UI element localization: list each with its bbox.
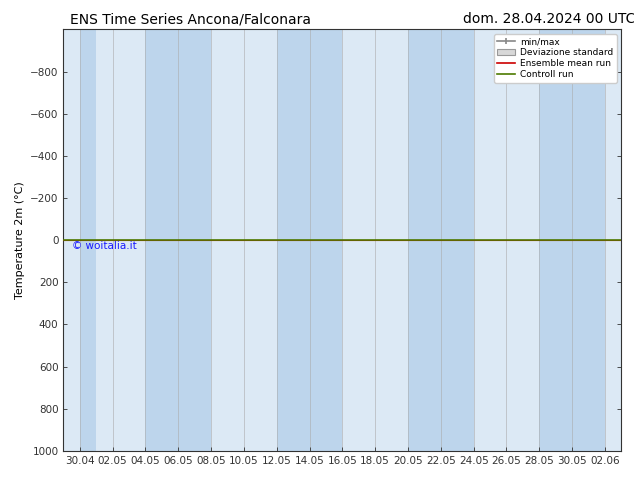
Bar [145, 29, 211, 451]
Bar [540, 29, 605, 451]
Bar [408, 29, 474, 451]
Text: © woitalia.it: © woitalia.it [72, 242, 136, 251]
Legend: min/max, Deviazione standard, Ensemble mean run, Controll run: min/max, Deviazione standard, Ensemble m… [494, 34, 617, 82]
Y-axis label: Temperature 2m (°C): Temperature 2m (°C) [15, 181, 25, 299]
Text: ENS Time Series Ancona/Falconara: ENS Time Series Ancona/Falconara [70, 12, 311, 26]
Bar [276, 29, 342, 451]
Bar [80, 29, 96, 451]
Text: dom. 28.04.2024 00 UTC: dom. 28.04.2024 00 UTC [463, 12, 634, 26]
